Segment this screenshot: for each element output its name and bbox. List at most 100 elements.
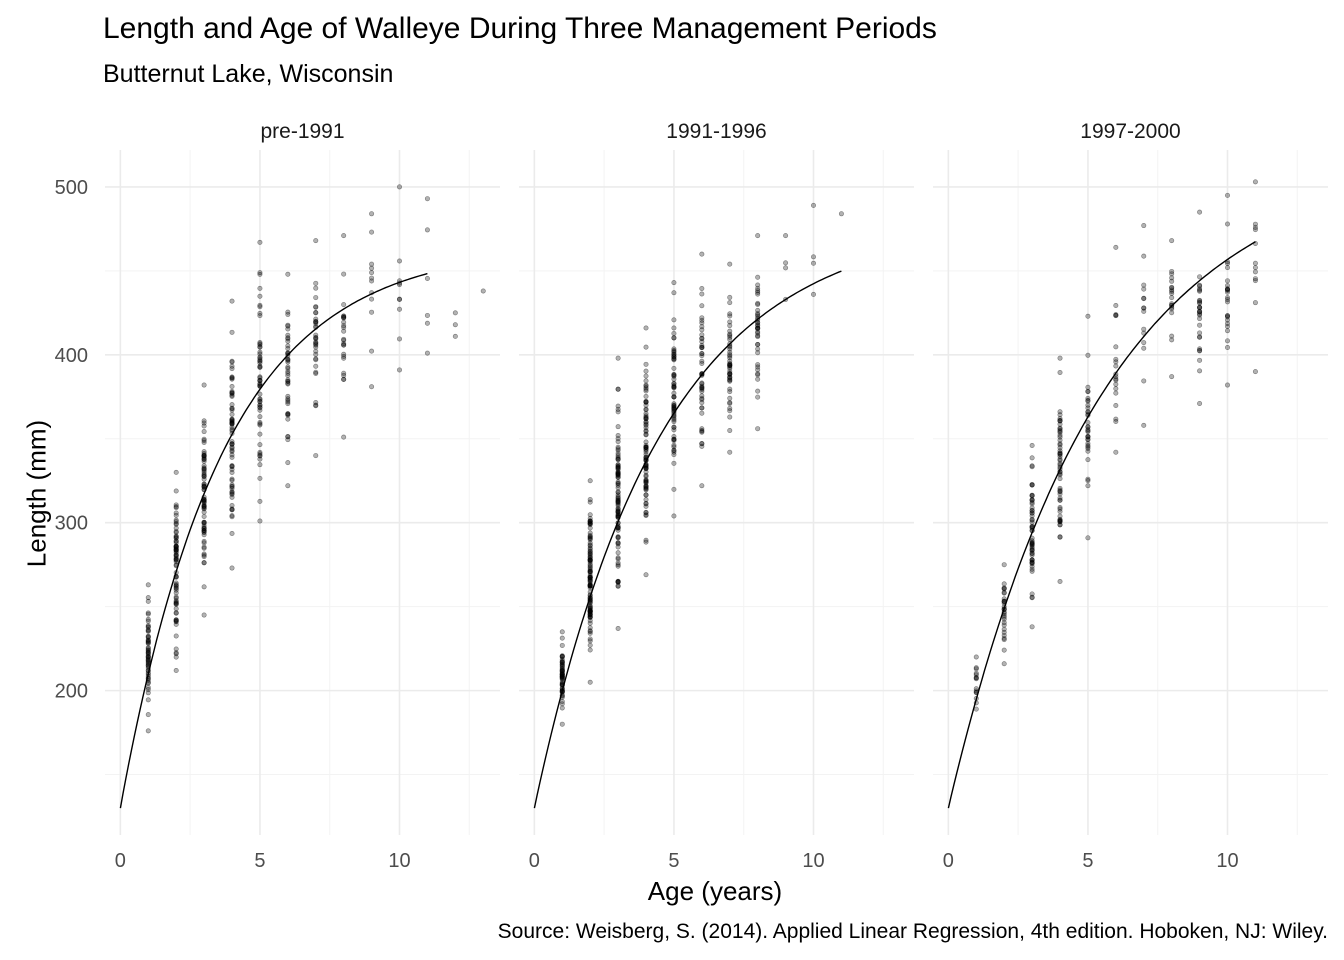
data-point	[229, 444, 235, 450]
data-point	[313, 309, 319, 315]
facet-strip-label: 1991-1996	[666, 120, 766, 143]
data-point	[201, 466, 207, 472]
data-point	[559, 653, 565, 659]
data-point	[313, 320, 319, 326]
data-point	[643, 414, 649, 420]
data-point	[313, 348, 319, 354]
data-point	[1197, 274, 1203, 280]
data-point	[173, 580, 179, 586]
data-point	[559, 672, 565, 678]
data-point	[201, 454, 207, 460]
data-point	[643, 472, 649, 478]
data-point	[727, 294, 733, 300]
data-point	[257, 375, 263, 381]
data-point	[341, 355, 347, 361]
data-point	[285, 359, 291, 365]
data-point	[1113, 359, 1119, 365]
data-point	[341, 315, 347, 321]
data-point	[341, 336, 347, 342]
data-point	[671, 348, 677, 354]
data-point	[145, 639, 151, 645]
data-point	[257, 391, 263, 397]
fitted-growth-curve	[119, 272, 428, 809]
data-point	[587, 607, 593, 613]
data-point	[1057, 519, 1063, 525]
data-point	[173, 557, 179, 563]
data-point	[587, 536, 593, 542]
data-point	[257, 382, 263, 388]
data-point	[257, 364, 263, 370]
data-point	[727, 363, 733, 369]
data-point	[173, 617, 179, 623]
data-point	[671, 415, 677, 421]
data-point	[671, 424, 677, 430]
data-point	[699, 303, 705, 309]
data-point	[973, 675, 979, 681]
data-point	[257, 475, 263, 481]
data-point	[755, 322, 761, 328]
data-point	[559, 668, 565, 674]
data-point	[1113, 312, 1119, 318]
data-point	[341, 313, 347, 319]
data-point	[285, 397, 291, 403]
y-tick-label: 200	[55, 681, 88, 703]
data-point	[1057, 427, 1063, 433]
data-point	[615, 495, 621, 501]
data-point	[229, 383, 235, 389]
data-point	[1085, 535, 1091, 541]
x-tick-label: 10	[388, 850, 410, 872]
data-point	[755, 372, 761, 378]
data-point	[699, 388, 705, 394]
data-point	[257, 498, 263, 504]
data-point	[1057, 453, 1063, 459]
data-point	[1252, 221, 1258, 227]
data-point	[699, 385, 705, 391]
data-point	[1169, 310, 1175, 316]
data-point	[615, 494, 621, 500]
data-point	[201, 519, 207, 525]
data-point	[755, 274, 761, 280]
data-point	[1197, 304, 1203, 310]
data-point	[285, 380, 291, 386]
data-point	[1169, 275, 1175, 281]
data-point	[643, 383, 649, 389]
data-point	[173, 550, 179, 556]
data-point	[699, 387, 705, 393]
data-point	[643, 415, 649, 421]
data-point	[145, 654, 151, 660]
data-point	[587, 636, 593, 642]
data-point	[587, 570, 593, 576]
data-point	[313, 342, 319, 348]
data-point	[1141, 253, 1147, 259]
data-point	[559, 653, 565, 659]
data-point	[973, 672, 979, 678]
data-point	[615, 502, 621, 508]
data-point	[201, 382, 207, 388]
data-point	[480, 288, 486, 294]
data-point	[755, 233, 761, 239]
data-point	[1029, 463, 1035, 469]
data-point	[1085, 424, 1091, 430]
data-point	[201, 527, 207, 533]
data-point	[341, 337, 347, 343]
data-point	[615, 424, 621, 430]
data-point	[145, 611, 151, 617]
data-point	[587, 575, 593, 581]
data-point	[643, 449, 649, 455]
data-point	[1029, 566, 1035, 572]
data-point	[1169, 285, 1175, 291]
data-point	[145, 649, 151, 655]
data-point	[1029, 547, 1035, 553]
data-point	[1169, 288, 1175, 294]
data-point	[145, 634, 151, 640]
data-point	[1085, 427, 1091, 433]
data-point	[1225, 265, 1231, 271]
data-point	[643, 432, 649, 438]
data-point	[229, 441, 235, 447]
data-point	[1057, 513, 1063, 519]
data-point	[397, 336, 403, 342]
data-point	[145, 684, 151, 690]
x-tick-label: 10	[802, 850, 824, 872]
y-axis-label: Length (mm)	[21, 419, 52, 568]
data-point	[643, 503, 649, 509]
